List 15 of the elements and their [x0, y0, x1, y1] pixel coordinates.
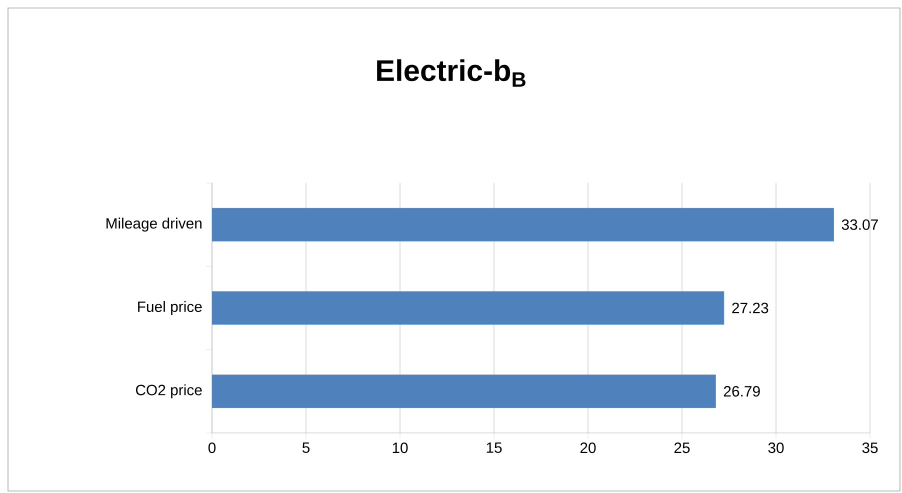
- y-tick-label: CO2 price: [136, 384, 202, 398]
- y-tick-label: Mileage driven: [106, 218, 202, 232]
- data-label: 33.07: [842, 219, 878, 230]
- x-tick-label: 15: [486, 442, 502, 453]
- x-tick-label: 25: [674, 442, 690, 454]
- x-tick-label: 5: [302, 442, 310, 453]
- chart-title: Electric-b$_{B}$: [377, 59, 526, 87]
- data-label: 26.79: [724, 386, 760, 397]
- x-tick-label: 30: [768, 442, 784, 454]
- x-tick-label: 35: [862, 442, 878, 454]
- x-tick-label: 20: [580, 442, 596, 454]
- x-tick-label: 10: [392, 442, 408, 454]
- y-tick-label: Fuel price: [138, 301, 202, 315]
- data-label: 27.23: [732, 302, 768, 314]
- x-tick-label: 0: [208, 442, 216, 454]
